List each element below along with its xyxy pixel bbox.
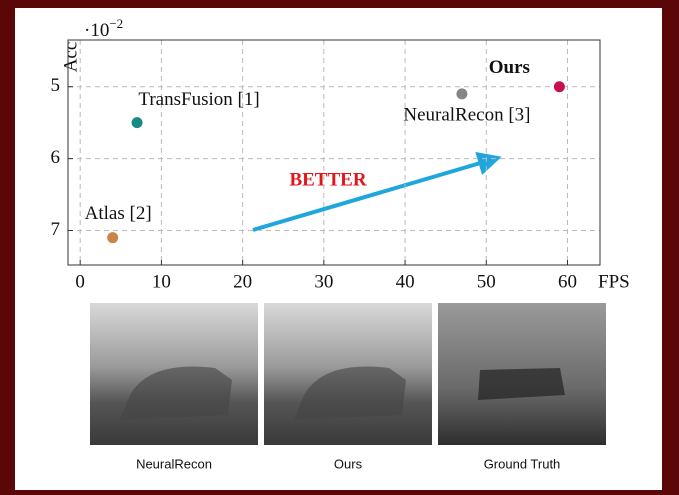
point	[132, 117, 143, 128]
y-tick-label: 5	[51, 75, 61, 96]
x-tick-label: 60	[558, 271, 577, 292]
point-label: TransFusion [1]	[138, 89, 259, 110]
point-label: Atlas [2]	[85, 203, 152, 224]
y-multiplier: ·10−2	[84, 16, 123, 41]
point-label: NeuralRecon [3]	[403, 104, 530, 125]
images: NeuralRecon Ours Ground Truth	[90, 303, 606, 471]
y-multiplier-exponent: −2	[109, 16, 123, 31]
y-axis-label: Acc	[60, 42, 81, 73]
shape	[478, 368, 565, 400]
point	[456, 88, 467, 99]
page: {"chart_data": {"type": "scatter", "y_la…	[0, 0, 679, 495]
image-caption: Ours	[334, 456, 363, 471]
point	[107, 232, 118, 243]
x-tick-label: 20	[233, 271, 252, 292]
x-tick-label: 40	[396, 271, 415, 292]
chart: Acc ·10−2 FPS BETTER NeuralRecon Ours Gr…	[0, 0, 679, 495]
x-tick-label: 0	[75, 271, 85, 292]
x-tick-label: 30	[314, 271, 333, 292]
y-tick-label: 6	[51, 147, 61, 168]
point-label: Ours	[489, 57, 530, 78]
image-caption: NeuralRecon	[136, 456, 212, 471]
y-tick-label: 7	[51, 219, 61, 240]
point	[554, 81, 565, 92]
x-tick-label: 50	[477, 271, 496, 292]
annotation: BETTER	[289, 169, 366, 190]
image-caption: Ground Truth	[484, 456, 561, 471]
y-multiplier-base: ·10	[84, 20, 109, 41]
x-axis-label: FPS	[598, 271, 630, 292]
x-tick-label: 10	[152, 271, 171, 292]
